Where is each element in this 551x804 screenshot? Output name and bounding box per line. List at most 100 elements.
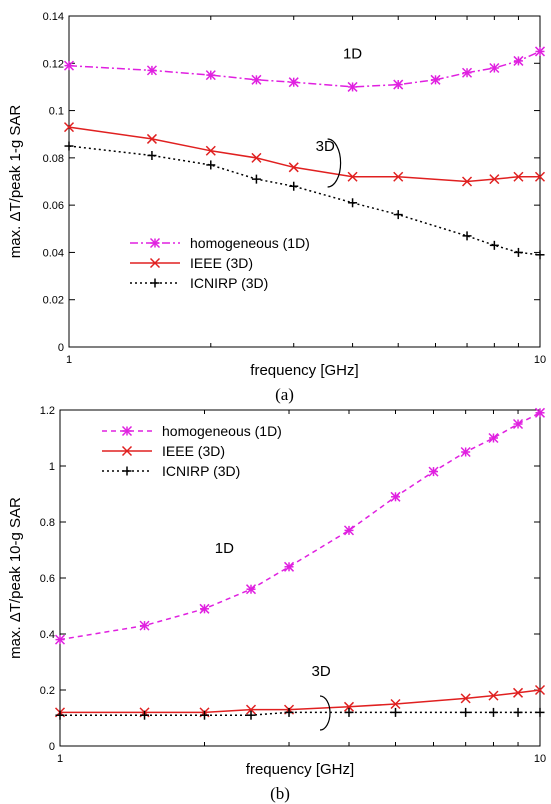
data-point <box>462 67 473 78</box>
legend-marker <box>121 425 133 437</box>
data-point <box>535 250 545 260</box>
data-point <box>489 174 500 185</box>
legend: homogeneous (1D) IEEE (3D) ICNIRP (3D) <box>130 235 310 291</box>
data-point <box>140 710 150 720</box>
y-tick-label: 0.08 <box>43 153 64 165</box>
series-2 <box>63 122 546 187</box>
data-point <box>288 162 299 173</box>
data-point <box>146 65 157 76</box>
data-point <box>147 150 157 160</box>
group-bracket <box>319 695 331 731</box>
data-point <box>513 707 523 717</box>
data-point <box>251 152 262 163</box>
y-tick-label: 0.02 <box>43 295 64 307</box>
y-tick-label: 0.6 <box>40 573 55 585</box>
data-point <box>534 46 546 57</box>
data-point <box>488 707 498 717</box>
data-point <box>430 74 441 85</box>
data-point <box>146 133 157 144</box>
data-point <box>246 710 256 720</box>
y-axis-label: max. ΔT/peak 10-g SAR <box>7 497 24 659</box>
series-line <box>68 145 541 256</box>
data-point <box>347 81 358 92</box>
data-point <box>251 174 261 184</box>
y-axis-label: max. ΔT/peak 1-g SAR <box>7 105 24 259</box>
chart-a: 0 0.02 0.04 0.06 0.08 0.1 0.12 0.14 1 10 frequency… <box>7 11 546 404</box>
data-point <box>513 55 524 66</box>
data-point <box>283 561 295 572</box>
data-point <box>139 620 150 631</box>
data-point <box>348 198 358 208</box>
annotation-label: 3D <box>316 138 335 155</box>
data-point <box>393 79 404 90</box>
data-point <box>513 418 524 430</box>
legend: homogeneous (1D) IEEE (3D) ICNIRP (3D) <box>102 423 282 479</box>
legend-marker <box>121 445 133 457</box>
data-point <box>284 707 294 717</box>
data-point <box>64 141 74 151</box>
legend-marker <box>149 237 161 249</box>
legend-label: ICNIRP (3D) <box>190 275 268 291</box>
data-point <box>199 603 210 614</box>
x-tick-label: 10 <box>534 753 546 765</box>
data-point <box>289 181 299 191</box>
legend-marker <box>150 278 160 288</box>
data-point <box>63 60 75 71</box>
annotation-label: 1D <box>343 46 362 63</box>
data-point <box>513 171 524 182</box>
series-1 <box>63 46 546 92</box>
data-point <box>390 698 401 710</box>
data-point <box>343 701 355 712</box>
data-point <box>460 693 471 704</box>
data-point <box>489 62 500 74</box>
data-point <box>54 634 66 645</box>
data-point <box>391 707 401 717</box>
group-bracket <box>327 138 342 188</box>
data-point <box>513 247 523 257</box>
data-point <box>489 240 499 250</box>
annotation-label: 1D <box>215 540 234 557</box>
data-point <box>199 710 209 720</box>
legend-label: IEEE (3D) <box>162 443 225 459</box>
plot-frame <box>68 15 541 348</box>
data-point <box>534 407 546 418</box>
series-line <box>60 711 540 716</box>
x-axis-label: frequency [GHz] <box>250 362 358 379</box>
data-point <box>462 231 472 241</box>
legend-label: IEEE (3D) <box>190 255 253 271</box>
data-point <box>63 122 75 133</box>
legend-label: homogeneous (1D) <box>162 423 282 439</box>
y-tick-label: 0 <box>49 741 55 753</box>
data-point <box>251 74 262 85</box>
series-line <box>68 50 541 88</box>
series-1 <box>54 407 546 645</box>
y-tick-label: 0.04 <box>43 247 64 259</box>
y-tick-label: 0.1 <box>49 106 64 118</box>
data-point <box>55 710 65 720</box>
data-point <box>488 690 499 701</box>
data-point <box>288 77 299 88</box>
data-point <box>534 171 546 182</box>
data-point <box>206 160 216 170</box>
data-point <box>534 684 546 696</box>
data-point <box>343 525 355 536</box>
y-tick-label: 0.14 <box>43 11 64 23</box>
data-point <box>513 687 524 698</box>
y-tick-label: 0.12 <box>43 58 64 70</box>
y-tick-label: 0.06 <box>43 200 64 212</box>
data-point <box>535 707 545 717</box>
series-3 <box>64 141 545 260</box>
data-point <box>344 707 354 717</box>
panel-caption: (a) <box>275 385 294 404</box>
panel-caption: (b) <box>270 784 290 803</box>
x-tick-label: 10 <box>534 354 546 366</box>
data-point <box>393 171 404 182</box>
legend-label: homogeneous (1D) <box>190 235 310 251</box>
y-tick-label: 1.2 <box>40 405 55 417</box>
data-point <box>245 704 257 715</box>
y-tick-label: 0.4 <box>40 629 55 641</box>
legend-marker <box>149 257 161 269</box>
data-point <box>245 584 257 595</box>
x-tick-label: 1 <box>57 753 63 765</box>
